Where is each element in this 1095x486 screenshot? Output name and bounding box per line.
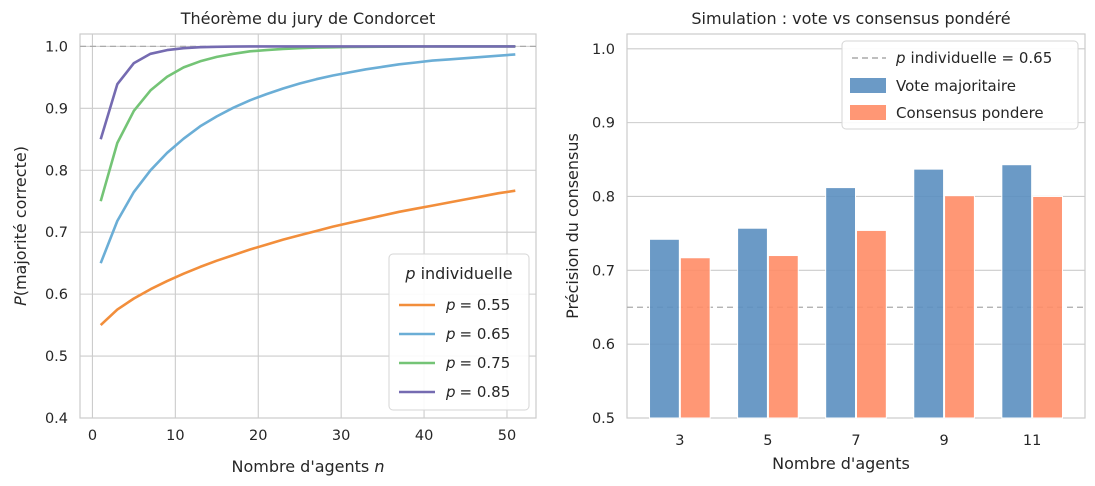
x-tick-label: 10 — [166, 428, 184, 444]
legend-label-1: p = 0.65 — [445, 325, 510, 343]
x-tick-label: 40 — [415, 428, 433, 444]
x-axis-label-text: Nombre d'agents — [232, 457, 375, 476]
bar-0-3 — [913, 168, 945, 419]
legend-label-0: Vote majoritaire — [896, 77, 1016, 95]
y-tick-label: 0.5 — [45, 349, 68, 365]
x-tick-label: 7 — [851, 433, 860, 449]
legend-box — [388, 253, 530, 411]
x-tick-label: 30 — [332, 428, 350, 444]
series-line-1 — [99, 53, 516, 264]
legend-title: p individuelle — [404, 264, 512, 283]
legend-label-var: p — [445, 383, 456, 401]
legend-label-text: = 0.85 — [460, 383, 511, 401]
legend-label-var: p — [445, 325, 456, 343]
legend-box — [841, 40, 1079, 130]
y-axis-label: Précision du consensus — [563, 133, 582, 319]
y-tick-label: 0.9 — [592, 116, 615, 132]
y-tick-label: 0.4 — [45, 411, 68, 427]
legend-label-reference: p individuelle = 0.65 — [895, 49, 1052, 67]
chart-title: Théorème du jury de Condorcet — [180, 9, 436, 28]
y-axis-label-var: P — [11, 296, 30, 306]
y-tick-label: 1.0 — [45, 39, 68, 55]
y-axis-label-text: (majorité correcte) — [11, 146, 30, 296]
y-tick-label: 0.8 — [592, 189, 615, 205]
legend-label-2: p = 0.75 — [445, 354, 510, 372]
y-axis-label: P(majorité correcte) — [11, 146, 30, 306]
bar-1-4 — [1032, 195, 1063, 419]
y-tick-label: 0.7 — [592, 263, 615, 279]
x-axis-label: Nombre d'agents n — [232, 457, 385, 476]
bar-0-2 — [825, 187, 857, 419]
x-tick-label: 11 — [1023, 433, 1041, 449]
legend-label-0: p = 0.55 — [445, 296, 510, 314]
legend-label-var: p — [445, 354, 456, 372]
bar-1-2 — [856, 229, 887, 419]
x-tick-label: 0 — [88, 428, 97, 444]
legend-swatch-0 — [850, 78, 886, 93]
y-tick-label: 0.8 — [45, 163, 68, 179]
chart-title: Simulation : vote vs consensus pondéré — [691, 9, 1010, 28]
legend-label-text: = 0.75 — [460, 354, 511, 372]
legend-label-3: p = 0.85 — [445, 383, 510, 401]
legend-swatch-1 — [850, 105, 886, 120]
legend-title-var: p — [404, 264, 415, 283]
y-tick-label: 0.9 — [45, 101, 68, 117]
x-axis-label: Nombre d'agents — [772, 454, 910, 473]
legend-label-text: = 0.55 — [460, 296, 511, 314]
legend-label-var: p — [895, 49, 906, 67]
legend-label-text: individuelle = 0.65 — [911, 49, 1053, 67]
legend-label-var: p — [445, 296, 456, 314]
series-line-3 — [99, 45, 516, 140]
y-tick-label: 0.7 — [45, 225, 68, 241]
x-tick-label: 5 — [763, 433, 772, 449]
bar-1-3 — [944, 195, 975, 419]
legend-label-text: = 0.65 — [460, 325, 511, 343]
legend: p individuelle = 0.65 Vote majoritaire Cons… — [841, 40, 1079, 130]
y-tick-label: 1.0 — [592, 42, 615, 58]
x-tick-label: 20 — [249, 428, 267, 444]
series-line-0 — [99, 189, 516, 327]
x-tick-label: 3 — [675, 433, 684, 449]
legend-label-1: Consensus pondere — [896, 104, 1044, 122]
series-line-2 — [99, 45, 516, 202]
y-tick-label: 0.5 — [592, 411, 615, 427]
bar-1-0 — [679, 257, 711, 419]
bar-0-1 — [737, 227, 768, 419]
right-chart: 3 5 7 9 11 0.5 0.6 0.7 0.8 0.9 1.0 Simulation : vot… — [563, 9, 1086, 473]
y-tick-label: 0.6 — [592, 337, 615, 353]
x-tick-label: 50 — [498, 428, 516, 444]
plot-frame — [79, 33, 537, 419]
y-tick-label: 0.6 — [45, 287, 68, 303]
left-chart: 0 10 20 30 40 50 0.4 0.5 0.6 0.7 0.8 0.9 1.0 Théorème… — [11, 9, 537, 476]
bar-0-0 — [649, 238, 680, 419]
x-tick-label: 9 — [939, 433, 948, 449]
bar-1-1 — [767, 255, 799, 419]
x-axis-label-var: n — [374, 457, 384, 476]
bar-0-4 — [1001, 164, 1033, 419]
legend-title-text: individuelle — [421, 264, 513, 283]
